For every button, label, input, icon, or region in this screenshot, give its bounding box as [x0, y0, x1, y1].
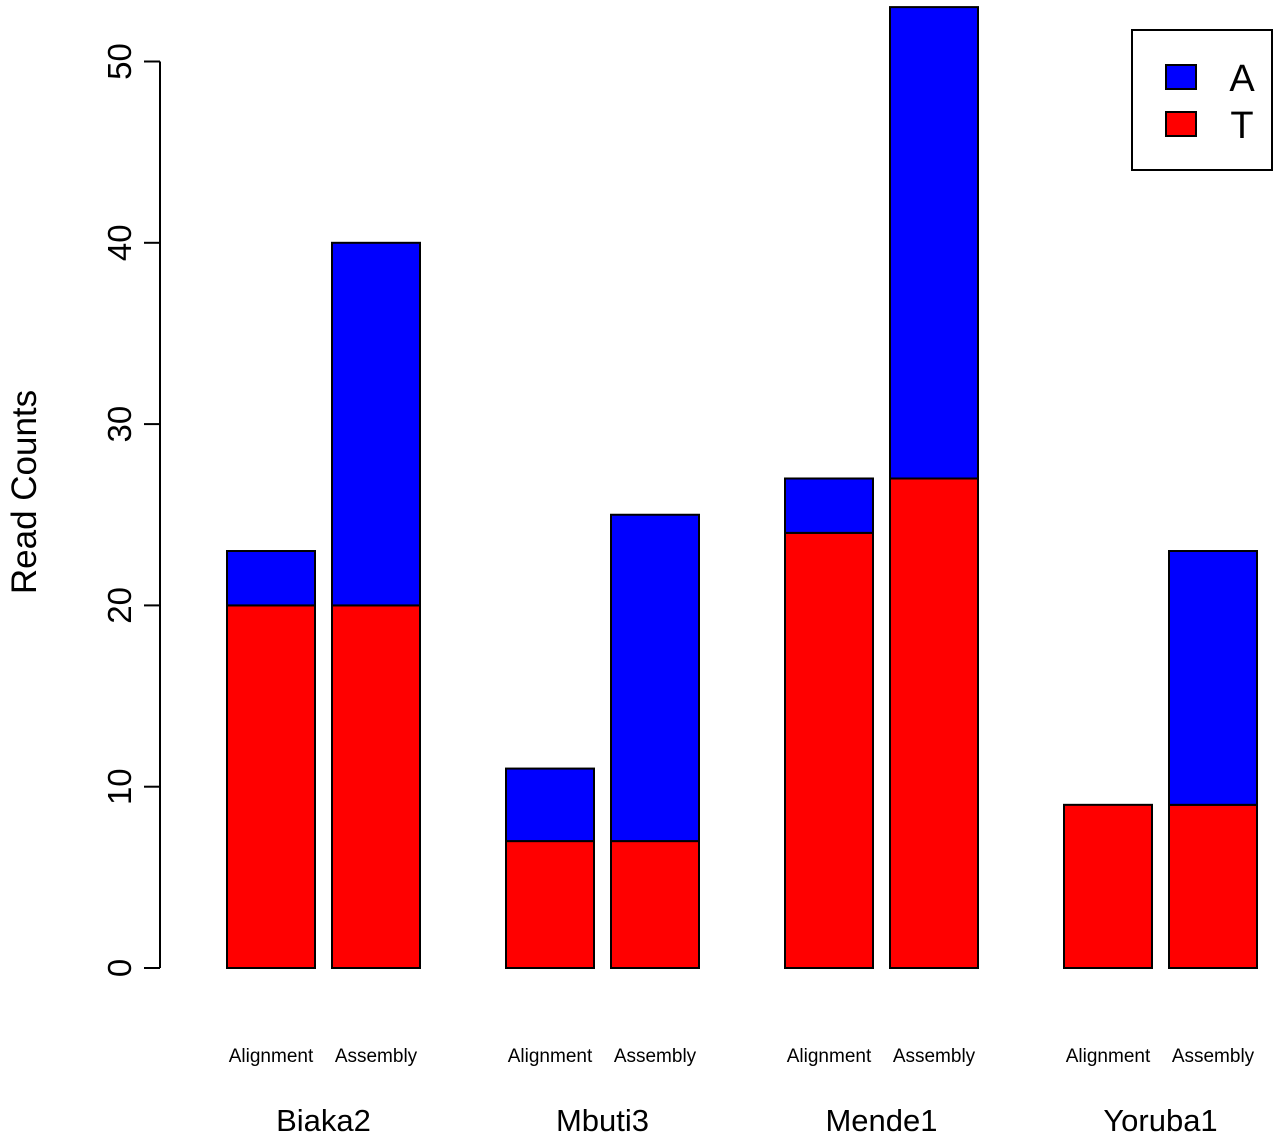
bar-Yoruba1-Assembly-A — [1168, 550, 1258, 806]
bar-Mbuti3-Alignment-A — [505, 767, 595, 843]
method-label: Alignment — [229, 1046, 314, 1067]
bar-Mende1-Alignment-A — [784, 477, 874, 534]
legend: AT — [1131, 29, 1273, 171]
group-label: Biaka2 — [276, 1103, 371, 1138]
legend-box — [1131, 29, 1273, 171]
bars — [226, 6, 1258, 970]
bar-Mende1-Assembly-A — [889, 6, 979, 480]
method-label: Assembly — [893, 1046, 976, 1067]
bar-Mbuti3-Assembly-T — [610, 840, 700, 970]
legend-swatch-A — [1165, 64, 1197, 90]
bar-Yoruba1-Assembly-T — [1168, 803, 1258, 970]
bar-Biaka2-Assembly-A — [331, 241, 421, 607]
method-label: Alignment — [1066, 1046, 1151, 1067]
bar-Mende1-Assembly-T — [889, 477, 979, 969]
bar-Mbuti3-Assembly-A — [610, 513, 700, 843]
method-label: Alignment — [787, 1046, 872, 1067]
group-label: Yoruba1 — [1103, 1103, 1217, 1138]
legend-swatch-T — [1165, 111, 1197, 137]
y-tick-label: 0 — [101, 959, 138, 977]
y-tick-label: 30 — [101, 406, 138, 443]
x-axis-labels: Alignment Assembly Biaka2 Alignment Assembly… — [229, 1046, 1255, 1138]
bar-Biaka2-Assembly-T — [331, 604, 421, 970]
y-tick-label: 20 — [101, 587, 138, 624]
legend-label-T: T — [1230, 105, 1253, 147]
y-axis: 0 10 20 30 40 50 — [101, 43, 161, 977]
bar-Mende1-Alignment-T — [784, 531, 874, 969]
group-label: Mende1 — [825, 1103, 937, 1138]
y-tick-label: 10 — [101, 768, 138, 805]
bar-Biaka2-Alignment-A — [226, 550, 316, 607]
method-label: Assembly — [1172, 1046, 1255, 1067]
legend-label-A: A — [1229, 58, 1255, 100]
y-tick-label: 50 — [101, 43, 138, 80]
y-tick-label: 40 — [101, 224, 138, 261]
bar-Biaka2-Alignment-T — [226, 604, 316, 970]
bar-Mbuti3-Alignment-T — [505, 840, 595, 970]
method-label: Assembly — [614, 1046, 697, 1067]
bar-Yoruba1-Alignment-T — [1063, 803, 1153, 970]
method-label: Alignment — [508, 1046, 593, 1067]
group-label: Mbuti3 — [556, 1103, 649, 1138]
y-axis-label: Read Counts — [5, 390, 44, 594]
method-label: Assembly — [335, 1046, 418, 1067]
